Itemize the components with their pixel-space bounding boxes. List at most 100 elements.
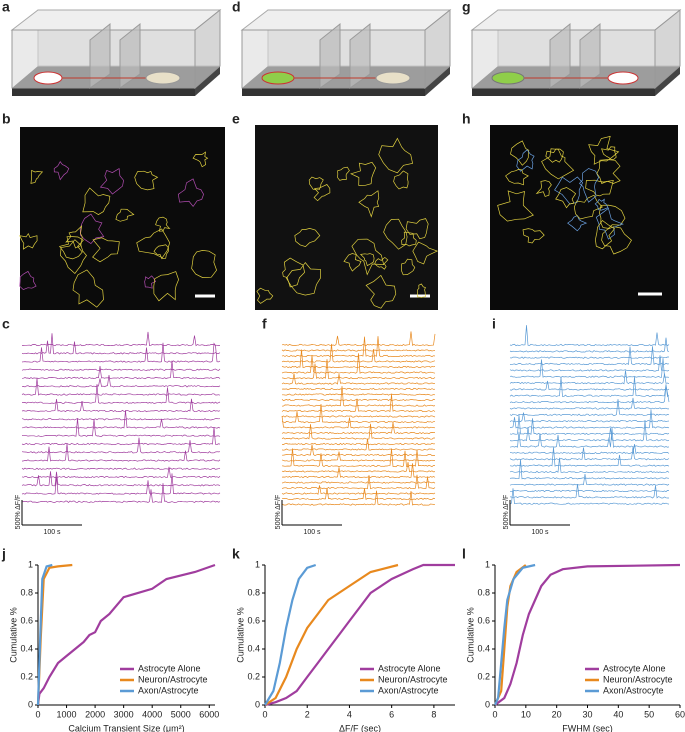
trace (281, 353, 436, 374)
trace (509, 358, 670, 378)
series-line (494, 563, 681, 706)
micrograph (255, 125, 438, 310)
trace (509, 355, 670, 372)
scale-label-x: 100 s (43, 529, 61, 536)
empty-chamber (375, 71, 411, 85)
trace (509, 443, 670, 455)
trace (21, 427, 221, 446)
x-tick-label: 6000 (199, 709, 219, 719)
trace (509, 447, 670, 467)
legend-label: Axon/Astrocyte (603, 685, 664, 695)
trace (281, 416, 436, 429)
y-tick-label: 0.6 (477, 615, 490, 625)
empty-chamber (145, 71, 181, 85)
y-axis-label: Cumulative % (8, 607, 18, 663)
y-tick-label: 1 (485, 559, 490, 569)
roi-outline (516, 149, 535, 172)
y-tick-label: 0.6 (247, 615, 260, 625)
x-tick-label: 5000 (171, 709, 191, 719)
trace (21, 466, 221, 479)
series-line (493, 563, 536, 706)
x-tick-label: 3000 (114, 709, 134, 719)
scale-label-y: 500% ΔF/F (503, 495, 510, 530)
trace (509, 337, 670, 353)
legend-label: Astrocyte Alone (138, 663, 201, 673)
roi-outline (588, 135, 620, 165)
roi-outline (134, 170, 159, 191)
panel-label: a (2, 0, 10, 15)
x-tick-label: 1000 (57, 709, 77, 719)
roi-outline (585, 179, 614, 197)
panel-label: f (262, 316, 267, 332)
trace (281, 349, 436, 369)
roi-outline (337, 166, 350, 181)
roi-outline (365, 274, 397, 309)
legend-label: Neuron/Astrocyte (138, 674, 208, 684)
trace (509, 484, 669, 499)
roi-outline (505, 169, 529, 186)
trace (282, 393, 436, 396)
trace (509, 420, 670, 442)
y-axis-label: Cumulative % (465, 607, 475, 663)
trace (509, 427, 670, 448)
roi-outline (497, 190, 534, 222)
roi-outline (99, 168, 124, 195)
roi-outline (579, 168, 599, 203)
trace (21, 473, 221, 495)
trace (21, 410, 221, 429)
trace (282, 442, 436, 446)
trace (281, 422, 435, 435)
trace (21, 374, 221, 388)
roi-outline (555, 187, 577, 209)
x-tick-label: 4 (347, 709, 352, 719)
x-axis-label: FWHM (sec) (562, 723, 613, 732)
trace (281, 359, 436, 380)
trace (281, 387, 436, 391)
x-tick-label: 2 (305, 709, 310, 719)
trace (509, 380, 670, 391)
trace (281, 386, 436, 407)
trace (509, 325, 670, 347)
roi-outline (595, 220, 616, 250)
panel-label: l (462, 546, 466, 562)
trace (510, 489, 670, 493)
legend-label: Neuron/Astrocyte (603, 674, 673, 684)
roi-outline (285, 262, 321, 296)
y-tick-label: 1 (255, 559, 260, 569)
roi-outline (412, 241, 439, 265)
roi-outline (401, 258, 416, 276)
panel-label: g (462, 0, 471, 15)
trace (281, 349, 436, 352)
roi-outline (401, 231, 417, 247)
x-tick-label: 40 (613, 709, 623, 719)
y-tick-label: 0.8 (20, 587, 33, 597)
roi-outline (545, 148, 564, 163)
roi-outline (417, 283, 426, 298)
trace (21, 384, 221, 404)
trace (509, 488, 670, 505)
roi-outline (19, 270, 37, 291)
roi-outline (567, 215, 588, 232)
x-tick-label: 4000 (142, 709, 162, 719)
trace (281, 490, 436, 506)
trace (509, 459, 670, 480)
trace (281, 438, 435, 451)
trace (21, 398, 221, 413)
x-tick-label: 0 (492, 709, 497, 719)
roi-outline (191, 250, 217, 278)
legend-label: Astrocyte Alone (378, 663, 441, 673)
trace (281, 373, 436, 385)
x-tick-label: 30 (582, 709, 592, 719)
legend-label: Neuron/Astrocyte (378, 674, 448, 684)
traces (21, 325, 670, 526)
trace (21, 483, 221, 503)
trace (509, 473, 670, 486)
y-tick-label: 0.8 (477, 587, 490, 597)
roi-outline (82, 187, 111, 216)
roi-outline (19, 232, 38, 250)
trace (281, 415, 436, 418)
neuron-chamber (33, 71, 63, 85)
panel-label: c (2, 316, 10, 332)
roi-outline (405, 218, 429, 240)
